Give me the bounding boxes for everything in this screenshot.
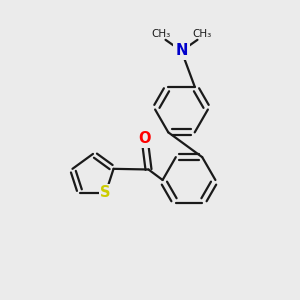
Text: N: N — [175, 44, 188, 59]
Text: O: O — [138, 131, 151, 146]
Text: CH₃: CH₃ — [192, 29, 212, 39]
Text: CH₃: CH₃ — [152, 29, 171, 39]
Text: S: S — [100, 185, 111, 200]
